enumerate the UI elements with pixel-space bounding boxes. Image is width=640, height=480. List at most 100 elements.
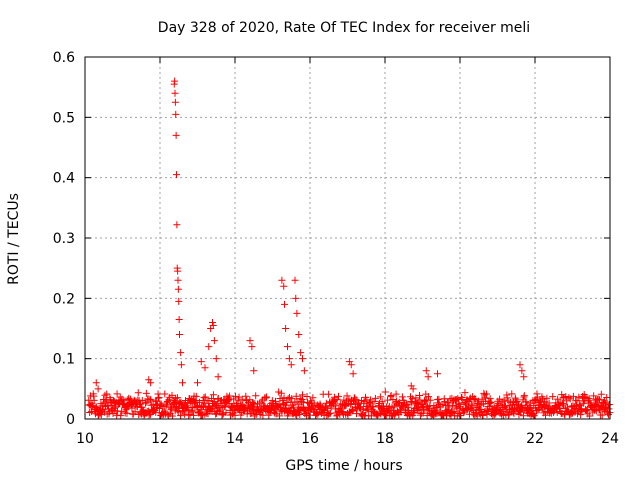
- data-point: [209, 391, 217, 399]
- data-point: [376, 393, 384, 401]
- data-point: [585, 395, 593, 403]
- data-point: [335, 392, 342, 400]
- data-point: [522, 398, 530, 406]
- data-point: [425, 393, 432, 401]
- data-point: [297, 349, 305, 357]
- data-point: [109, 410, 117, 418]
- data-point: [520, 392, 528, 400]
- data-point: [276, 412, 284, 420]
- data-point: [179, 379, 186, 387]
- data-point: [509, 408, 517, 416]
- data-point: [205, 343, 213, 351]
- data-point: [171, 77, 179, 85]
- data-point: [325, 390, 333, 398]
- data-point: [597, 390, 605, 398]
- data-point: [520, 373, 528, 381]
- y-tick-label: 0.4: [53, 171, 75, 187]
- data-point: [131, 408, 139, 416]
- data-point: [263, 393, 270, 401]
- data-point: [252, 392, 260, 400]
- data-point: [177, 412, 185, 420]
- data-point: [470, 395, 478, 403]
- data-point: [145, 376, 153, 384]
- data-point: [445, 403, 453, 411]
- data-point: [495, 405, 503, 413]
- data-point: [387, 392, 395, 400]
- data-point: [422, 367, 430, 375]
- data-point: [190, 411, 198, 419]
- data-point: [192, 392, 200, 400]
- data-point: [292, 294, 300, 302]
- x-axis-label: GPS time / hours: [285, 458, 402, 474]
- data-point: [549, 393, 557, 401]
- data-point: [605, 400, 613, 408]
- data-point: [113, 390, 121, 398]
- data-point: [483, 390, 491, 398]
- data-point: [582, 407, 590, 415]
- data-point: [147, 379, 155, 387]
- data-point: [554, 395, 562, 403]
- data-point: [246, 410, 254, 418]
- data-point: [90, 396, 98, 404]
- data-point: [209, 318, 216, 326]
- data-point: [487, 398, 495, 406]
- data-point: [171, 89, 179, 97]
- data-point: [210, 398, 218, 406]
- data-point: [171, 98, 179, 106]
- data-point: [123, 409, 131, 417]
- data-point: [152, 408, 160, 416]
- data-point: [292, 392, 300, 400]
- data-point: [172, 110, 180, 118]
- y-tick-label: 0.6: [53, 50, 75, 66]
- data-point: [287, 361, 295, 369]
- data-point: [324, 405, 332, 413]
- data-point: [288, 395, 296, 403]
- data-point: [296, 410, 304, 418]
- data-point: [134, 389, 142, 397]
- data-point: [295, 331, 303, 339]
- data-point: [562, 392, 570, 400]
- data-point: [530, 412, 538, 420]
- data-point: [198, 403, 206, 411]
- data-point: [538, 404, 546, 412]
- data-point: [138, 403, 146, 411]
- data-point: [332, 402, 340, 410]
- data-point: [161, 390, 169, 398]
- data-point: [282, 325, 290, 332]
- data-point: [229, 402, 237, 410]
- data-point: [389, 395, 397, 403]
- data-point: [590, 392, 598, 400]
- data-point: [305, 411, 313, 419]
- data-point: [519, 412, 527, 420]
- data-point: [231, 411, 239, 419]
- grid-lines: [85, 57, 610, 419]
- data-point: [142, 389, 150, 397]
- y-tick-label: 0.2: [53, 291, 75, 307]
- data-point: [280, 282, 288, 290]
- data-point: [352, 396, 360, 404]
- data-point: [291, 276, 299, 284]
- data-point: [155, 393, 163, 401]
- x-tick-label: 24: [601, 431, 619, 447]
- data-point: [452, 396, 460, 404]
- data-point: [175, 315, 183, 323]
- data-point: [197, 358, 205, 366]
- data-point: [174, 276, 182, 284]
- data-point: [272, 397, 279, 405]
- data-point: [101, 391, 109, 399]
- data-point: [518, 367, 526, 375]
- data-point: [246, 337, 254, 345]
- data-point: [299, 355, 306, 363]
- y-axis-label: ROTI / TECUs: [6, 193, 22, 285]
- data-point: [231, 392, 239, 400]
- data-point: [501, 402, 509, 410]
- data-point: [212, 355, 220, 363]
- data-point: [248, 343, 256, 351]
- data-point: [600, 398, 608, 406]
- data-point: [209, 321, 217, 329]
- data-point: [419, 409, 427, 417]
- data-point: [103, 390, 111, 398]
- data-point: [545, 399, 553, 407]
- y-tick-label: 0.5: [53, 110, 75, 126]
- data-point: [412, 394, 420, 402]
